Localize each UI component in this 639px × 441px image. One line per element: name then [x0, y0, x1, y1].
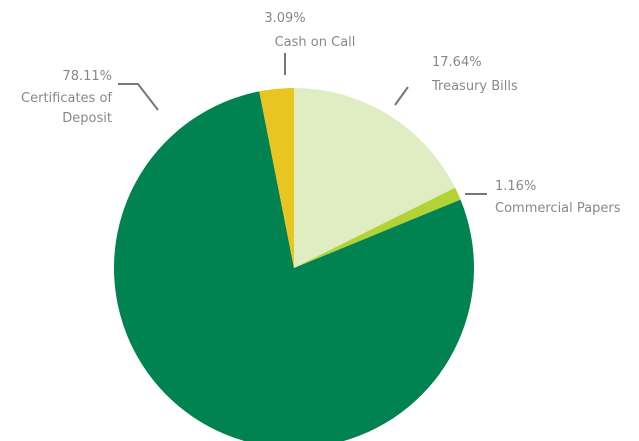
label-value-cash-on-call: 3.09% [264, 11, 305, 26]
label-value-commercial-papers: 1.16% [495, 179, 536, 194]
pie-slice-certificates-of-deposit [114, 91, 474, 441]
pie-slice-treasury-bills [294, 88, 456, 268]
leader-lines [118, 53, 487, 195]
label-name-certificates-of-deposit-line2: Deposit [62, 111, 112, 126]
label-value-treasury-bills: 17.64% [432, 55, 482, 70]
slice-labels: 3.09% Cash on Call 17.64% Treasury Bills… [21, 11, 621, 216]
label-name-commercial-papers: Commercial Papers [495, 201, 621, 216]
leader-line-certificates-of-deposit [118, 83, 159, 111]
label-name-treasury-bills: Treasury Bills [431, 79, 518, 94]
pie-slices [114, 88, 474, 441]
label-name-cash-on-call: Cash on Call [275, 35, 356, 50]
pie-slice-cash-on-call [259, 88, 294, 268]
label-name-certificates-of-deposit-line1: Certificates of [21, 91, 112, 106]
label-value-certificates-of-deposit: 78.11% [62, 69, 112, 84]
leader-line-treasury-bills [394, 86, 409, 106]
pie-slice-commercial-papers [294, 187, 461, 268]
